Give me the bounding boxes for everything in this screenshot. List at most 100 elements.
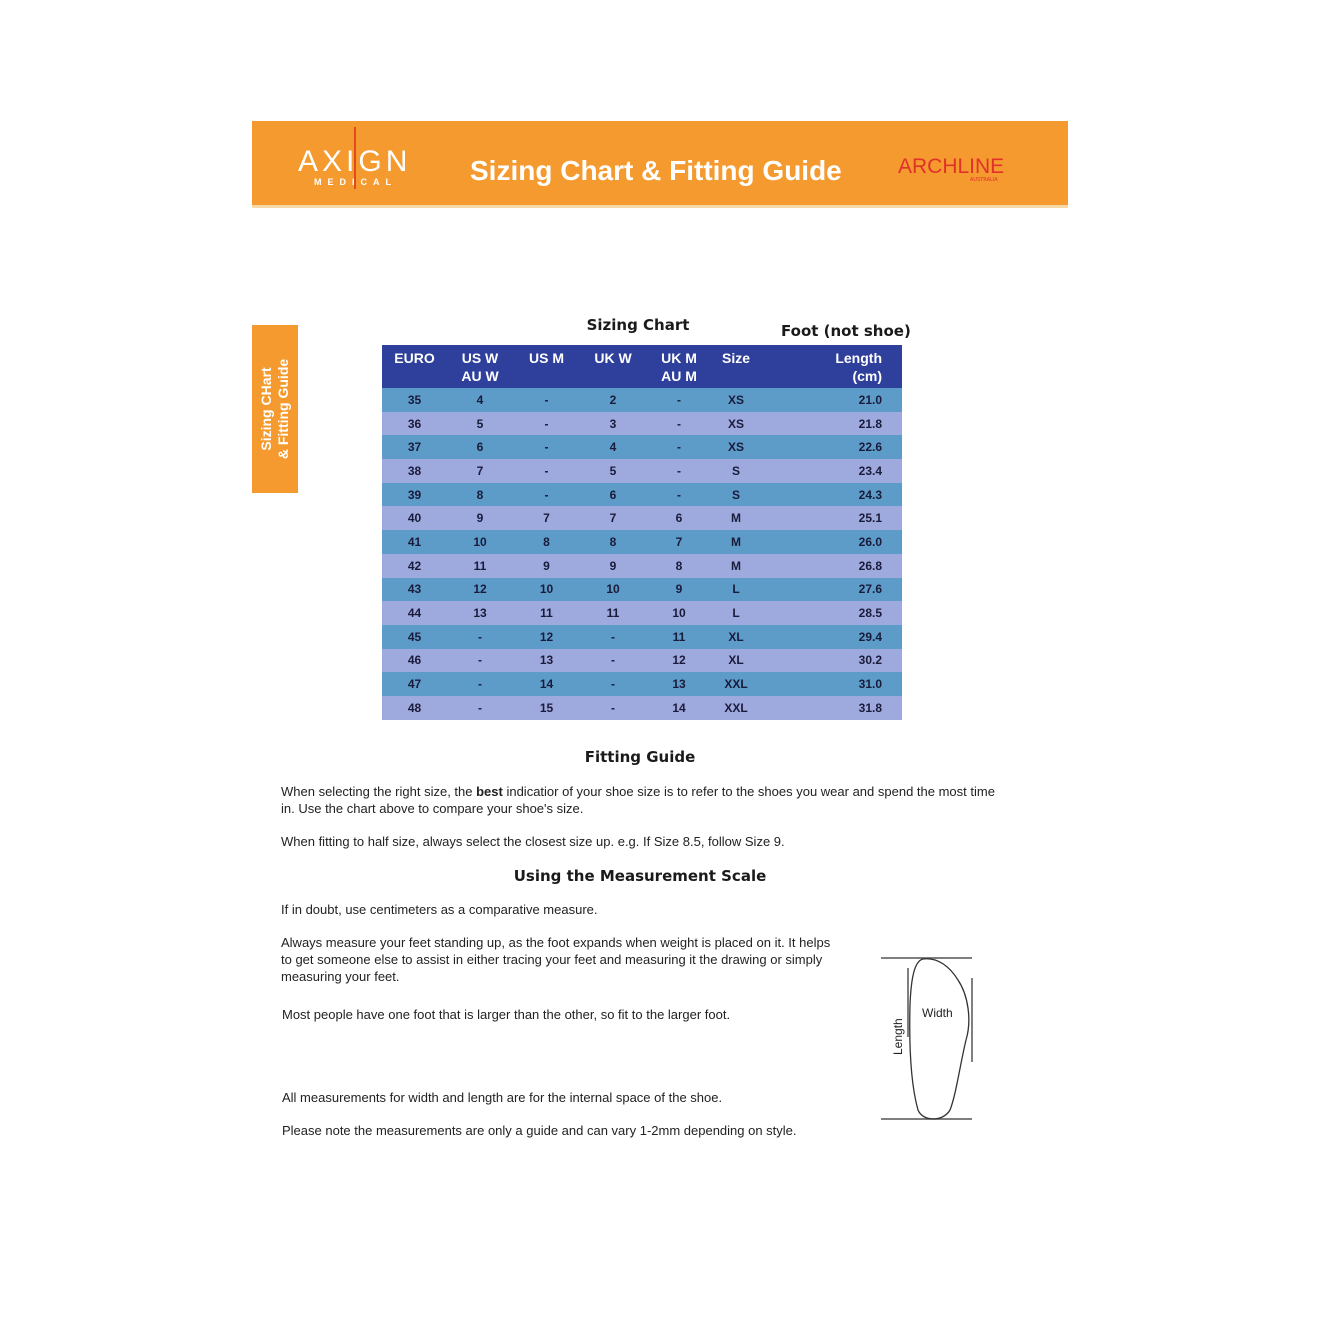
measurement-paragraph-1: If in doubt, use centimeters as a compar… (281, 902, 598, 917)
table-cell: 25.1 (760, 506, 902, 531)
header-banner: AXIGN MEDICAL Sizing Chart & Fitting Gui… (252, 121, 1068, 208)
table-cell: XS (712, 388, 760, 412)
column-header-line1: US W (461, 350, 499, 366)
table-cell: 35 (382, 388, 447, 412)
table-cell: 9 (646, 577, 712, 602)
table-cell: 14 (646, 695, 712, 720)
table-cell: 7 (513, 506, 580, 531)
table-cell: 9 (447, 506, 513, 531)
text: When selecting the right size, the (281, 784, 477, 799)
side-tab-label: Sizing CHart & Fitting Guide (258, 359, 292, 459)
table-cell: - (513, 411, 580, 436)
measurement-paragraph-4: All measurements for width and length ar… (282, 1090, 723, 1105)
table-cell: 5 (447, 411, 513, 436)
table-cell: - (513, 459, 580, 483)
table-cell: - (580, 624, 646, 649)
table-cell: 12 (646, 648, 712, 673)
table-cell: 13 (513, 648, 580, 673)
table-cell: 11 (513, 601, 580, 625)
bold-text: best (476, 784, 503, 799)
table-cell: - (646, 411, 712, 436)
side-tab-line1: Sizing CHart (258, 367, 274, 451)
column-header-line1: Length (835, 350, 882, 366)
table-cell: 9 (580, 553, 646, 578)
table-cell: XS (712, 411, 760, 436)
table-cell: - (447, 648, 513, 673)
column-header: US M (513, 345, 580, 388)
foot-measurement-diagram: Width Length (881, 957, 973, 1120)
table-cell: 6 (646, 506, 712, 531)
table-cell: 47 (382, 672, 447, 696)
fitting-guide-title: Fitting Guide (584, 748, 696, 766)
column-header: EURO (382, 345, 447, 388)
measurement-paragraph-5: Please note the measurements are only a … (282, 1123, 797, 1138)
table-row: 43 12 10 10 9 L 27.6 (382, 577, 902, 602)
table-cell: M (712, 506, 760, 531)
table-cell: 8 (580, 530, 646, 554)
fitting-guide-paragraph-2: When fitting to half size, always select… (281, 834, 785, 849)
table-cell: 4 (447, 388, 513, 412)
table-cell: - (513, 482, 580, 507)
table-cell: 8 (513, 530, 580, 554)
table-cell: L (712, 601, 760, 625)
column-header-line1: UK W (594, 350, 632, 366)
table-header-row: EURO US W AU W US M UK W UK M AU M Size Length (c… (382, 345, 902, 388)
table-row: 36 5-3- XS 21.8 (382, 411, 902, 436)
measurement-paragraph-3: Most people have one foot that is larger… (282, 1007, 731, 1022)
foot-not-shoe-note: Foot (not shoe) (781, 322, 911, 340)
column-header: Size (712, 345, 760, 388)
table-cell: 8 (447, 482, 513, 507)
side-tab-line2: & Fitting Guide (275, 358, 291, 460)
table-row: 48-15-14 XXL 31.8 (382, 695, 902, 720)
table-cell: - (580, 672, 646, 696)
table-cell: 44 (382, 601, 447, 625)
axign-logo-sub: MEDICAL (314, 177, 397, 187)
table-cell: 10 (513, 577, 580, 602)
column-header-line1: UK M (661, 350, 697, 366)
sizing-chart-title: Sizing Chart (586, 316, 690, 334)
table-row: 37 6-4- XS 22.6 (382, 435, 902, 460)
table-cell: - (580, 648, 646, 673)
table-cell: 12 (513, 624, 580, 649)
table-cell: - (646, 388, 712, 412)
column-header: UK W (580, 345, 646, 388)
table-cell: 13 (646, 672, 712, 696)
table-cell: 42 (382, 553, 447, 578)
table-cell: - (513, 435, 580, 460)
table-body: 35 4-2- XS 21.0 36 5-3- XS 21.8 37 6-4- XS 22.6 38 7-… (382, 388, 902, 720)
table-cell: 26.8 (760, 553, 902, 578)
table-cell: XL (712, 648, 760, 673)
table-cell: 37 (382, 435, 447, 460)
column-header-line1: EURO (394, 350, 435, 366)
table-cell: 7 (580, 506, 646, 531)
table-cell: 8 (646, 553, 712, 578)
axign-logo: AXIGN (298, 145, 412, 178)
table-cell: 48 (382, 695, 447, 720)
archline-logo: ARCHLINE (898, 155, 1005, 178)
table-cell: 10 (447, 530, 513, 554)
table-cell: XL (712, 624, 760, 649)
table-cell: S (712, 459, 760, 483)
table-row: 41 10 8 8 7 M 26.0 (382, 530, 902, 554)
sizing-table: EURO US W AU W US M UK W UK M AU M Size Length (c… (382, 345, 902, 720)
table-cell: - (513, 388, 580, 412)
table-cell: 28.5 (760, 601, 902, 625)
column-header-line1: US M (529, 350, 564, 366)
table-cell: 31.0 (760, 672, 902, 696)
table-cell: 12 (447, 577, 513, 602)
table-cell: 30.2 (760, 648, 902, 673)
table-cell: - (447, 695, 513, 720)
table-cell: 31.8 (760, 695, 902, 720)
table-cell: 39 (382, 482, 447, 507)
table-cell: - (447, 624, 513, 649)
table-cell: 3 (580, 411, 646, 436)
column-header-line2: (cm) (852, 368, 882, 384)
table-cell: 7 (447, 459, 513, 483)
table-row: 35 4-2- XS 21.0 (382, 388, 902, 412)
table-row: 47-14-13 XXL 31.0 (382, 672, 902, 696)
table-cell: 11 (646, 624, 712, 649)
table-cell: - (447, 672, 513, 696)
table-cell: 22.6 (760, 435, 902, 460)
table-cell: 23.4 (760, 459, 902, 483)
table-row: 42 11 9 9 8 M 26.8 (382, 553, 902, 578)
